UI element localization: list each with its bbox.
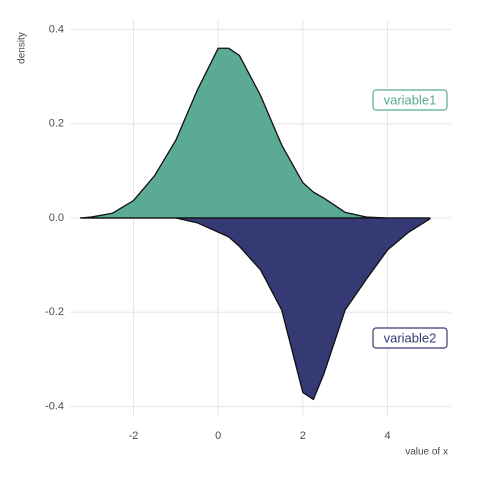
legend-label: variable1 bbox=[384, 92, 437, 107]
legend-box bbox=[372, 89, 448, 111]
x-tick-label: -2 bbox=[129, 430, 139, 442]
y-tick-label: -0.2 bbox=[45, 306, 64, 318]
x-tick-label: 0 bbox=[215, 430, 221, 442]
x-axis-title: value of x bbox=[405, 447, 448, 458]
y-tick-label: 0.4 bbox=[49, 23, 64, 35]
density-area bbox=[79, 47, 431, 219]
y-tick-label: 0.2 bbox=[49, 118, 64, 130]
legend-label: variable2 bbox=[384, 330, 437, 345]
x-tick-label: 2 bbox=[300, 430, 306, 442]
y-axis-title: density bbox=[17, 32, 28, 64]
legend-box bbox=[372, 327, 448, 349]
y-tick-label: -0.4 bbox=[45, 400, 64, 412]
x-tick-label: 4 bbox=[384, 430, 390, 442]
y-tick-label: 0.0 bbox=[49, 212, 64, 224]
density-area bbox=[79, 217, 431, 401]
